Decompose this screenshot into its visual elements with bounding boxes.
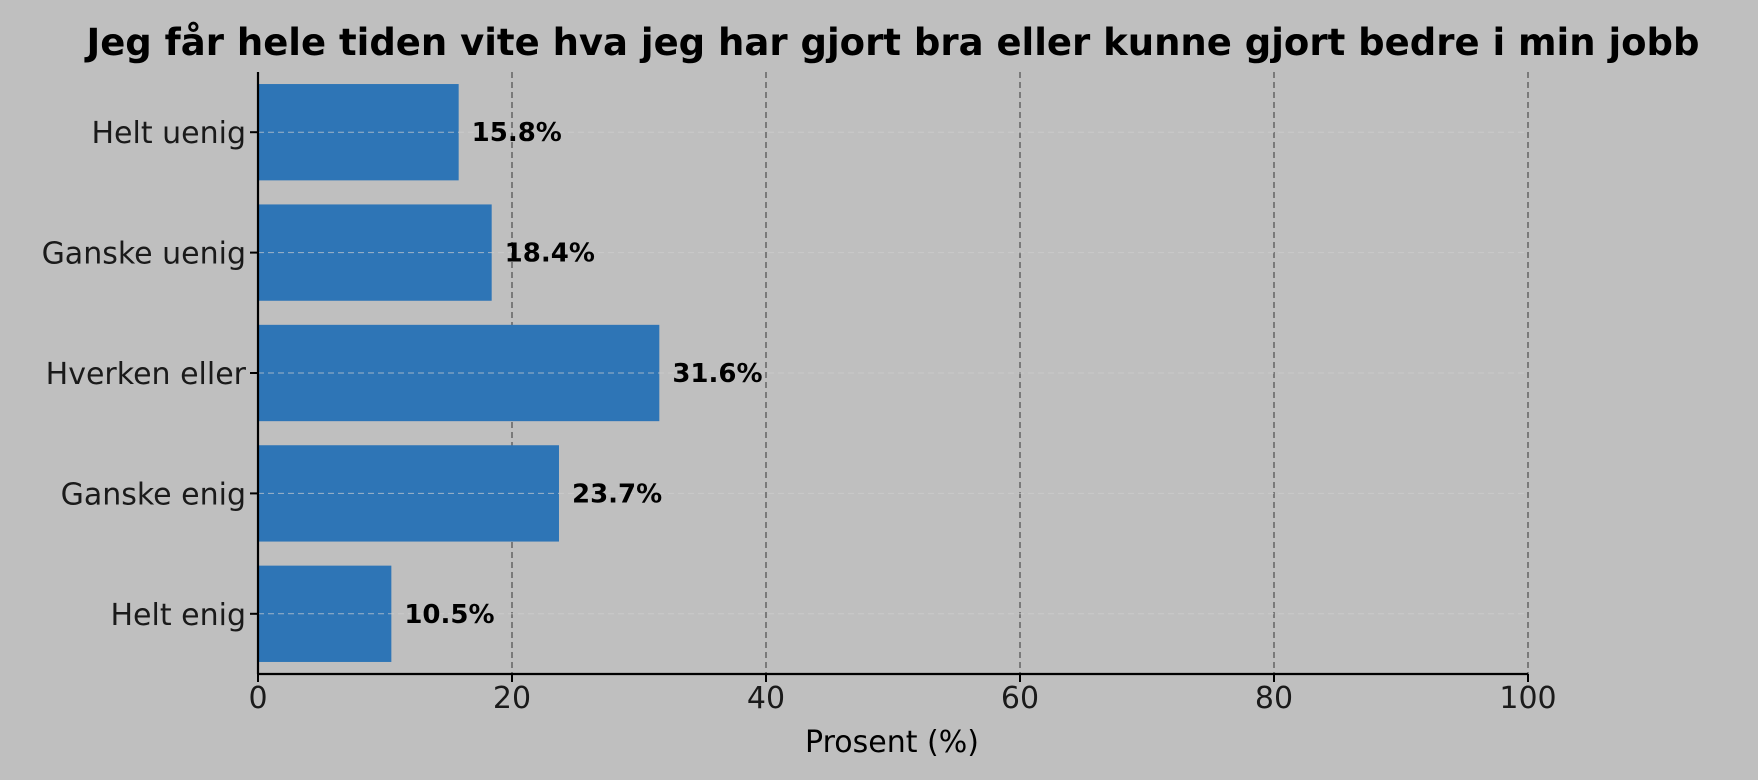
category-label: Ganske enig — [61, 477, 246, 512]
chart-title: Jeg får hele tiden vite hva jeg har gjor… — [83, 21, 1699, 64]
x-tick-label: 20 — [493, 681, 531, 716]
category-label: Ganske uenig — [42, 237, 246, 272]
category-label: Helt enig — [111, 598, 247, 633]
x-tick-label: 40 — [747, 681, 785, 716]
data-label: 18.4% — [505, 239, 595, 269]
data-label: 15.8% — [472, 118, 562, 148]
x-tick-label: 0 — [248, 681, 267, 716]
data-label: 23.7% — [572, 479, 662, 509]
category-label: Hverken eller — [46, 357, 247, 392]
x-tick-label: 80 — [1255, 681, 1293, 716]
data-label: 31.6% — [672, 359, 762, 389]
x-tick-label: 100 — [1499, 681, 1556, 716]
data-label: 10.5% — [404, 600, 494, 630]
labels-layer: Helt uenig 15.8% Ganske uenig 18.4% Hverken … — [42, 116, 1557, 716]
axes-layer — [250, 72, 1529, 682]
x-axis-label: Prosent (%) — [805, 725, 979, 760]
category-label: Helt uenig — [91, 116, 246, 151]
x-tick-label: 60 — [1001, 681, 1039, 716]
horizontal-grid-layer — [258, 131, 1528, 615]
